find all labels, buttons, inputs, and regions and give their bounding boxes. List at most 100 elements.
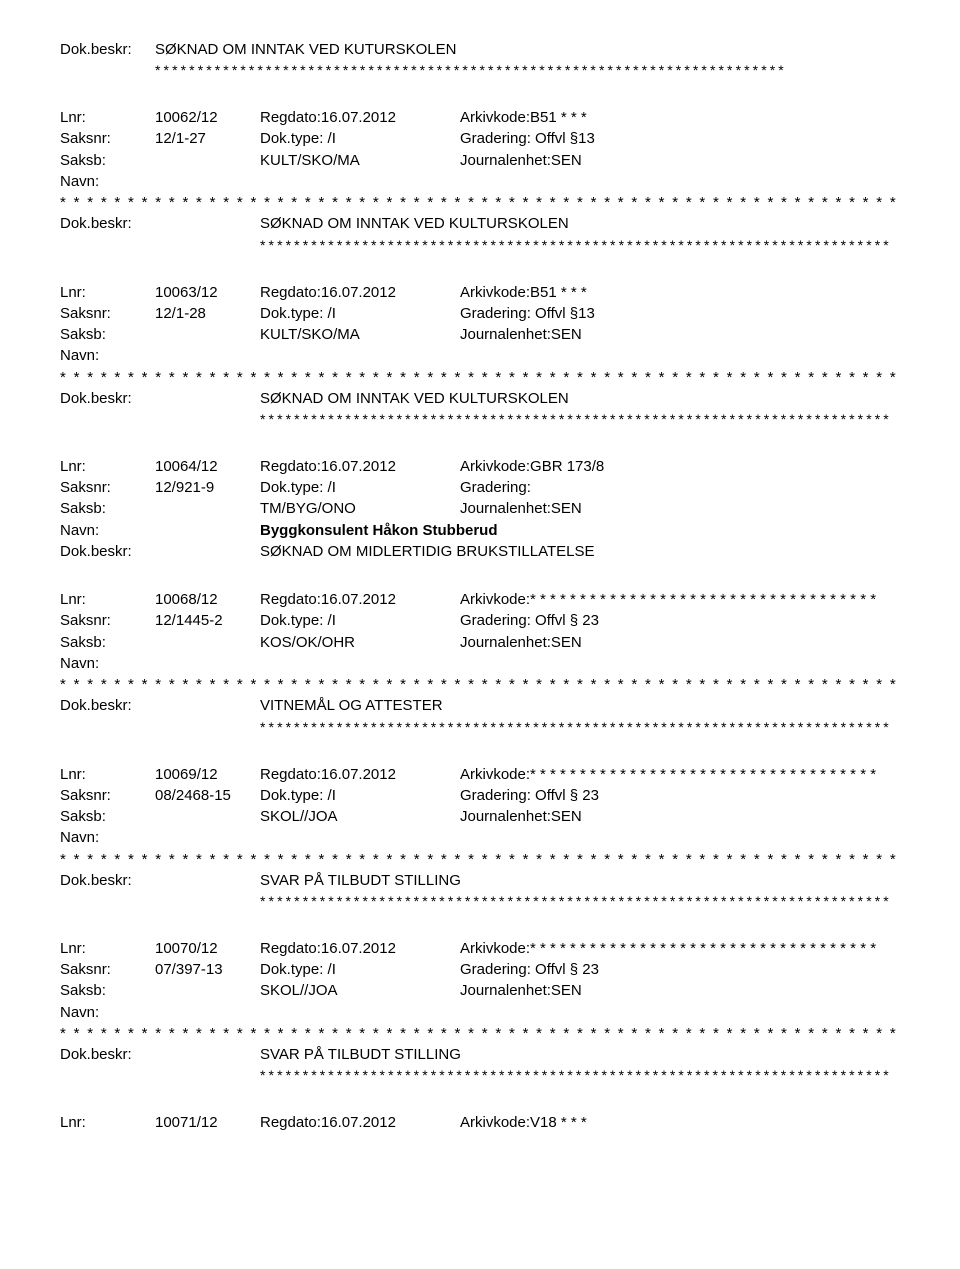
- label-dokbeskr: Dok.beskr:: [60, 214, 155, 234]
- navn-row: Navn:Byggkonsulent Håkon Stubberud: [60, 521, 900, 541]
- value-navn: [260, 654, 900, 674]
- blank: [155, 542, 260, 562]
- blank: [155, 828, 260, 848]
- desc-row: Dok.beskr:SØKNAD OM INNTAK VED KUTURSKOL…: [60, 40, 900, 60]
- value-gradering: Gradering: Offvl § 23: [460, 786, 900, 806]
- value-gradering: Gradering:: [460, 478, 900, 498]
- value-saksb: SKOL//JOA: [260, 981, 460, 1001]
- value-lnr: 10068/12: [155, 590, 260, 610]
- value-doktype: Dok.type: /I: [260, 478, 460, 498]
- value-arkivkode: Arkivkode:* * * * * * * * * * * * * * * …: [460, 765, 900, 785]
- separator-long: * * * * * * * * * * * * * * * * * * * * …: [60, 61, 900, 80]
- value-saksnr: 12/921-9: [155, 478, 260, 498]
- saksb-row: Saksb:SKOL//JOAJournalenhet:SEN: [60, 807, 900, 827]
- label-saksb: Saksb:: [60, 633, 155, 653]
- label-dokbeskr: Dok.beskr:: [60, 871, 155, 891]
- blank: [155, 871, 260, 891]
- saksnr-row: Saksnr:12/1-27Dok.type: /IGradering: Off…: [60, 129, 900, 149]
- value-regdato: Regdato:16.07.2012: [260, 108, 460, 128]
- navn-row: Navn:: [60, 346, 900, 366]
- value-navn: [260, 1003, 900, 1023]
- saksnr-row: Saksnr:12/1-28Dok.type: /IGradering: Off…: [60, 304, 900, 324]
- separator-long: * * * * * * * * * * * * * * * * * * * * …: [60, 718, 900, 737]
- saksnr-row: Saksnr:08/2468-15Dok.type: /IGradering: …: [60, 786, 900, 806]
- value-gradering: Gradering: Offvl § 23: [460, 611, 900, 631]
- blank: [155, 1045, 260, 1065]
- label-saksb: Saksb:: [60, 499, 155, 519]
- value-arkivkode: Arkivkode:V18 * * *: [460, 1113, 900, 1133]
- blank: [155, 172, 260, 192]
- blank: [155, 633, 260, 653]
- label-saksnr: Saksnr:: [60, 478, 155, 498]
- navn-row: Navn:: [60, 172, 900, 192]
- value-journalenhet: Journalenhet:SEN: [460, 807, 900, 827]
- value-doktype: Dok.type: /I: [260, 960, 460, 980]
- value-journalenhet: Journalenhet:SEN: [460, 499, 900, 519]
- value-regdato: Regdato:16.07.2012: [260, 457, 460, 477]
- value-arkivkode: Arkivkode:* * * * * * * * * * * * * * * …: [460, 590, 900, 610]
- value-dokbeskr: SØKNAD OM MIDLERTIDIG BRUKSTILLATELSE: [260, 542, 900, 562]
- value-regdato: Regdato:16.07.2012: [260, 590, 460, 610]
- desc-row: Dok.beskr:VITNEMÅL OG ATTESTER: [60, 696, 900, 716]
- value-saksb: KULT/SKO/MA: [260, 151, 460, 171]
- value-journalenhet: Journalenhet:SEN: [460, 981, 900, 1001]
- separator-long: * * * * * * * * * * * * * * * * * * * * …: [60, 1066, 900, 1085]
- saksb-row: Saksb:KULT/SKO/MAJournalenhet:SEN: [60, 325, 900, 345]
- label-navn: Navn:: [60, 172, 155, 192]
- value-doktype: Dok.type: /I: [260, 611, 460, 631]
- label-lnr: Lnr:: [60, 457, 155, 477]
- header-row: Lnr:10069/12Regdato:16.07.2012Arkivkode:…: [60, 765, 900, 785]
- blank: [155, 151, 260, 171]
- value-dokbeskr: SVAR PÅ TILBUDT STILLING: [260, 871, 900, 891]
- value-saksnr: 08/2468-15: [155, 786, 260, 806]
- value-saksb: KULT/SKO/MA: [260, 325, 460, 345]
- journal-entry: Lnr:10064/12Regdato:16.07.2012Arkivkode:…: [60, 457, 900, 562]
- label-lnr: Lnr:: [60, 765, 155, 785]
- label-lnr: Lnr:: [60, 590, 155, 610]
- value-saksb: TM/BYG/ONO: [260, 499, 460, 519]
- value-arkivkode: Arkivkode:* * * * * * * * * * * * * * * …: [460, 939, 900, 959]
- label-dokbeskr: Dok.beskr:: [60, 1045, 155, 1065]
- saksb-row: Saksb:KULT/SKO/MAJournalenhet:SEN: [60, 151, 900, 171]
- value-lnr: 10062/12: [155, 108, 260, 128]
- value-navn: [260, 172, 900, 192]
- header-row: Lnr:10062/12Regdato:16.07.2012Arkivkode:…: [60, 108, 900, 128]
- value-arkivkode: Arkivkode:B51 * * *: [460, 108, 900, 128]
- blank: [155, 214, 260, 234]
- separator-short: * * * * * * * * * * * * * * * * * * * * …: [60, 368, 900, 388]
- separator-short: * * * * * * * * * * * * * * * * * * * * …: [60, 193, 900, 213]
- label-lnr: Lnr:: [60, 108, 155, 128]
- label-lnr: Lnr:: [60, 939, 155, 959]
- blank: [155, 1003, 260, 1023]
- value-dokbeskr: SVAR PÅ TILBUDT STILLING: [260, 1045, 900, 1065]
- journal-entry: Lnr:10063/12Regdato:16.07.2012Arkivkode:…: [60, 283, 900, 429]
- value-saksnr: 12/1-27: [155, 129, 260, 149]
- value-regdato: Regdato:16.07.2012: [260, 1113, 460, 1133]
- value-lnr: 10063/12: [155, 283, 260, 303]
- journal-entry: Lnr:10071/12Regdato:16.07.2012Arkivkode:…: [60, 1113, 900, 1133]
- value-doktype: Dok.type: /I: [260, 786, 460, 806]
- separator-long: * * * * * * * * * * * * * * * * * * * * …: [60, 236, 900, 255]
- value-doktype: Dok.type: /I: [260, 304, 460, 324]
- label-navn: Navn:: [60, 654, 155, 674]
- navn-row: Navn:: [60, 828, 900, 848]
- blank: [155, 654, 260, 674]
- value-saksnr: 07/397-13: [155, 960, 260, 980]
- blank: [155, 981, 260, 1001]
- value-lnr: 10070/12: [155, 939, 260, 959]
- desc-row: Dok.beskr:SØKNAD OM MIDLERTIDIG BRUKSTIL…: [60, 542, 900, 562]
- desc-row: Dok.beskr:SØKNAD OM INNTAK VED KULTURSKO…: [60, 214, 900, 234]
- value-arkivkode: Arkivkode:B51 * * *: [460, 283, 900, 303]
- journal-entry: Lnr:10070/12Regdato:16.07.2012Arkivkode:…: [60, 939, 900, 1085]
- header-row: Lnr:10068/12Regdato:16.07.2012Arkivkode:…: [60, 590, 900, 610]
- label-navn: Navn:: [60, 1003, 155, 1023]
- value-lnr: 10071/12: [155, 1113, 260, 1133]
- saksb-row: Saksb:KOS/OK/OHRJournalenhet:SEN: [60, 633, 900, 653]
- value-dokbeskr: SØKNAD OM INNTAK VED KULTURSKOLEN: [260, 389, 900, 409]
- value-navn: [260, 828, 900, 848]
- header-row: Lnr:10064/12Regdato:16.07.2012Arkivkode:…: [60, 457, 900, 477]
- label-lnr: Lnr:: [60, 1113, 155, 1133]
- label-dokbeskr: Dok.beskr:: [60, 696, 155, 716]
- value-dokbeskr: SØKNAD OM INNTAK VED KUTURSKOLEN: [155, 40, 900, 60]
- header-row: Lnr:10070/12Regdato:16.07.2012Arkivkode:…: [60, 939, 900, 959]
